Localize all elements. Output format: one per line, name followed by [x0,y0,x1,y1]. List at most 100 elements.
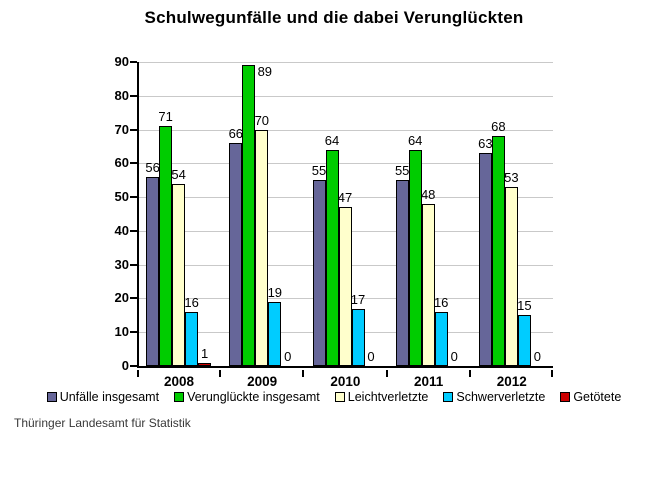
bar-value-label: 64 [407,132,423,148]
legend-swatch-icon [560,392,571,402]
gridline [139,95,553,97]
x-axis-tick [468,370,471,377]
bar-value-label: 0 [533,349,541,364]
gridline [139,163,553,165]
bar-unf-lle-insgesamt [312,180,326,366]
legend-item: Schwerverletzte [443,390,545,404]
bar-verungl-ckte-insgesamt [159,126,173,366]
y-axis-tick-label: 30 [114,256,129,272]
bar-verungl-ckte-insgesamt [325,149,339,366]
bar-value-label: 1 [200,345,209,361]
legend-label: Verunglückte insgesamt [187,390,320,404]
bar-value-label: 54 [171,166,186,182]
bar-leichtverletzte [255,129,269,366]
legend-swatch-icon [46,392,57,402]
bar-value-label: 55 [394,163,410,179]
y-axis-tick [130,331,137,334]
x-axis-tick [219,370,222,377]
bar-value-label: 16 [184,294,199,310]
y-axis-tick-label: 20 [114,290,129,306]
bar-leichtverletzte [172,183,186,366]
bar-value-label: 0 [284,349,292,364]
bar-value-label: 47 [337,190,353,206]
y-axis-tick [130,263,137,266]
chart-legend: Unfälle insgesamt Verunglückte insgesamt L… [0,390,668,404]
bar-value-label: 17 [350,291,366,307]
bar-unf-lle-insgesamt [146,176,160,366]
bar-unf-lle-insgesamt [229,143,243,366]
bar-schwerverletzte [185,311,199,366]
x-axis-tick [385,370,388,377]
plot-area: 56 71 54 16 1 66 89 70 19 0 55 64 47 17 0 55 64 48 16 0 63 68… [130,61,553,377]
bar-leichtverletzte [421,203,435,366]
y-axis-tick [130,365,137,367]
y-axis-tick-label: 0 [121,358,129,373]
legend-item: Getötete [560,390,621,404]
legend-label: Schwerverletzte [456,390,546,404]
bar-value-label: 66 [228,126,244,142]
bar-value-label: 56 [145,159,160,175]
bar-schwerverletzte [268,301,282,366]
legend-item: Leichtverletzte [334,390,429,404]
bar-schwerverletzte [517,315,531,366]
y-axis-tick [130,297,137,300]
legend-swatch-icon [443,392,454,402]
bar-value-label: 63 [478,136,493,152]
x-axis-category-label: 2012 [496,374,527,389]
x-axis-category-label: 2008 [163,374,195,389]
bar-verungl-ckte-insgesamt [408,149,422,366]
y-axis-tick-label: 10 [114,324,129,340]
bar-value-label: 48 [420,186,436,202]
legend-item: Verunglückte insgesamt [174,390,320,404]
legend-swatch-icon [174,392,185,402]
bar-get-tete [198,362,212,366]
y-axis-tick [130,196,137,199]
y-axis-tick-label: 90 [114,54,129,69]
bar-verungl-ckte-insgesamt [242,65,256,366]
legend-label: Unfälle insgesamt [59,390,160,404]
legend-item: Unfälle insgesamt [46,390,160,404]
y-axis-tick [130,162,137,165]
bar-value-label: 19 [267,284,283,300]
bar-value-label: 55 [311,163,327,179]
gridline [139,129,553,131]
y-axis-tick-label: 80 [114,87,129,103]
y-axis-tick-label: 50 [114,189,129,205]
source-attribution: Thüringer Landesamt für Statistik [14,416,191,430]
bar-value-label: 0 [450,349,458,364]
y-axis-tick [130,61,137,63]
y-axis-tick [130,128,137,131]
legend-swatch-icon [334,392,345,402]
bar-value-label: 53 [504,169,519,185]
y-axis-tick-label: 60 [114,155,129,171]
bar-unf-lle-insgesamt [478,153,492,366]
bar-unf-lle-insgesamt [395,180,409,366]
chart-title: Schulwegunfälle und die dabei Verunglück… [144,8,524,27]
x-axis-labels: 2008 2009 2010 2011 2012 [137,374,553,390]
bar-verungl-ckte-insgesamt [491,136,505,366]
x-axis-category-label: 2010 [330,374,361,389]
bar-value-label: 16 [433,294,449,310]
x-axis-category-label: 2011 [413,374,444,389]
x-axis-line [137,366,553,368]
x-axis-tick [137,370,139,377]
bar-value-label: 89 [257,64,273,79]
bar-value-label: 70 [254,112,270,128]
bar-value-label: 64 [324,132,340,148]
y-axis-tick-label: 70 [114,121,129,137]
y-axis-tick [130,229,137,232]
bar-schwerverletzte [351,308,365,366]
bar-value-label: 15 [517,298,532,314]
bar-value-label: 71 [158,109,173,125]
gridline [139,62,553,63]
y-axis-line [137,62,139,368]
bar-value-label: 68 [491,119,506,135]
x-axis-tick [302,370,305,377]
legend-label: Leichtverletzte [347,390,429,404]
x-axis-category-label: 2009 [247,374,278,389]
legend-label: Getötete [573,390,622,404]
y-axis-tick [130,94,137,97]
bar-value-label: 0 [367,349,375,364]
y-axis-tick-label: 40 [114,222,129,238]
